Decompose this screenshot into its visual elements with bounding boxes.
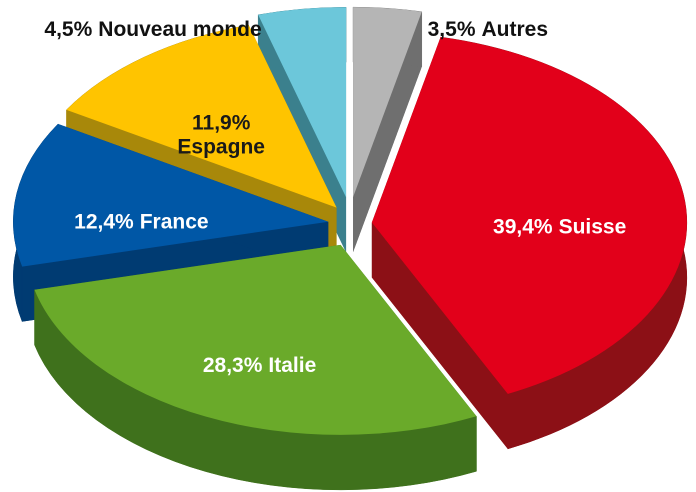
slice bbox=[66, 25, 337, 208]
category-label: Autres bbox=[482, 18, 549, 41]
slice bbox=[352, 6, 423, 253]
slice bbox=[371, 37, 687, 394]
slice bbox=[353, 7, 422, 198]
slice-wall bbox=[371, 222, 508, 449]
slice-label: 12,4% France bbox=[74, 210, 208, 233]
value-label: 4,5% bbox=[44, 18, 92, 41]
slice bbox=[34, 244, 477, 491]
slice bbox=[34, 244, 477, 435]
slice bbox=[13, 123, 329, 267]
slice-label: 11,9% Espagne bbox=[177, 111, 265, 158]
value-label: 28,3% bbox=[203, 353, 263, 376]
value-label: 11,9% bbox=[192, 111, 251, 134]
slice-label: 3,5% Autres bbox=[428, 18, 548, 41]
category-label: Nouveau monde bbox=[98, 18, 261, 41]
slice-wall bbox=[353, 11, 422, 253]
slice-label: 4,5% Nouveau monde bbox=[44, 18, 261, 41]
category-label: France bbox=[140, 210, 209, 233]
slice bbox=[371, 36, 688, 450]
category-label: Espagne bbox=[177, 135, 265, 158]
category-label: Italie bbox=[268, 353, 316, 376]
category-label: Suisse bbox=[559, 215, 627, 238]
slice bbox=[258, 7, 347, 198]
slice-label: 28,3% Italie bbox=[203, 353, 316, 376]
value-label: 3,5% bbox=[428, 18, 476, 41]
slice-label: 39,4% Suisse bbox=[493, 215, 626, 238]
value-label: 39,4% bbox=[493, 215, 553, 238]
value-label: 12,4% bbox=[74, 210, 134, 233]
